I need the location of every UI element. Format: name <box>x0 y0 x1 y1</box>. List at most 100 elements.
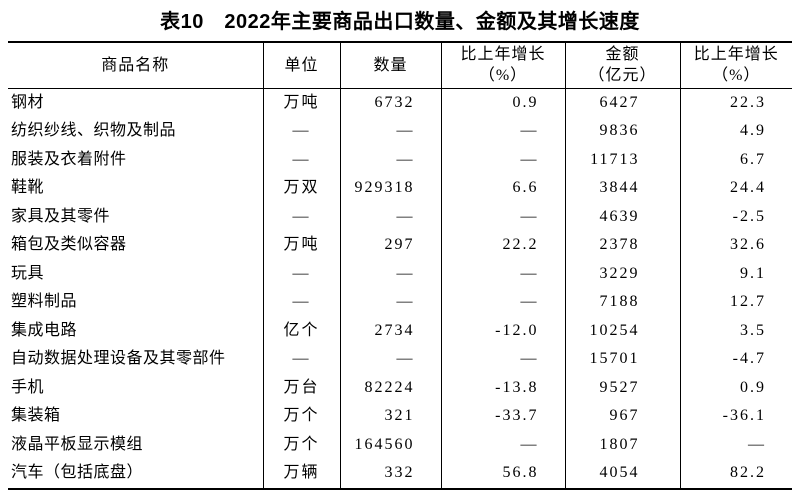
header-label: 商品名称 <box>101 56 170 74</box>
unit-cell: 万辆 <box>262 459 340 489</box>
commodity-name-cell: 自动数据处理设备及其零部件 <box>11 350 226 367</box>
export-commodities-table: 商品名称 单位 数量 比上年增长 （%） 金额 （亿元） 比上年增长 （%） <box>8 41 792 490</box>
amount-growth-pct-cell: -2.5 <box>679 202 792 231</box>
commodity-name-cell: 纺织纱线、织物及制品 <box>11 122 177 139</box>
amount-growth-pct-cell: 9.1 <box>679 259 792 288</box>
unit-cell: 万吨 <box>262 231 340 260</box>
amount-100m-yuan-cell: 10254 <box>564 316 680 345</box>
table-row: 家具及其零件 — — —4639 -2.5 <box>8 202 792 231</box>
table-row: 玩具 — — —3229 9.1 <box>8 259 792 288</box>
amount-growth-pct-cell: 32.6 <box>679 231 792 260</box>
amount-100m-yuan-cell: 11713 <box>564 145 680 174</box>
commodity-name-cell: 液晶平板显示模组 <box>11 435 144 453</box>
unit-cell: — <box>262 202 340 231</box>
amount-growth-pct-cell: 6.7 <box>679 145 792 174</box>
amount-growth-pct-cell: -4.7 <box>679 345 792 374</box>
unit-cell: — <box>262 345 340 374</box>
header-cell-quantity: 数量 <box>339 42 441 89</box>
quantity-cell: — <box>339 259 441 288</box>
quantity-growth-pct-cell: — <box>440 288 565 317</box>
header-cell-amount: 金额 （亿元） <box>564 42 680 89</box>
commodity-name-cell: 手机 <box>11 378 45 396</box>
header-label: 比上年增长 <box>693 46 779 64</box>
amount-growth-pct-cell: -36.1 <box>679 402 792 431</box>
commodity-name-cell: 塑料制品 <box>11 293 78 310</box>
quantity-growth-pct-cell: — <box>440 145 565 174</box>
quantity-growth-pct-cell: — <box>440 430 565 459</box>
amount-100m-yuan-cell: 4639 <box>564 202 680 231</box>
header-sub-label: （亿元） <box>588 67 657 85</box>
amount-growth-pct-cell: 24.4 <box>679 174 792 203</box>
commodity-name-cell: 服装及衣着附件 <box>11 150 127 168</box>
amount-100m-yuan-cell: 15701 <box>564 345 680 374</box>
amount-100m-yuan-cell: 6427 <box>564 88 680 117</box>
commodity-name-cell: 集装箱 <box>11 407 61 424</box>
commodity-name-cell: 汽车（包括底盘） <box>11 464 144 481</box>
unit-cell: — <box>262 259 340 288</box>
quantity-growth-pct-cell: — <box>440 259 565 288</box>
unit-cell: 万个 <box>262 430 340 459</box>
amount-growth-pct-cell: — <box>679 430 792 459</box>
header-label: 金额 <box>605 46 640 64</box>
table-row: 鞋靴 万双 929318 6.6 3844 24.4 <box>8 174 792 203</box>
quantity-growth-pct-cell: -13.8 <box>440 373 565 402</box>
table-row: 钢材 万吨 6732 0.9 6427 22.3 <box>8 88 792 117</box>
table-header: 商品名称 单位 数量 比上年增长 （%） 金额 （亿元） 比上年增长 （%） <box>8 42 792 89</box>
quantity-cell: 82224 <box>339 373 441 402</box>
unit-cell: — <box>262 117 340 146</box>
quantity-cell: — <box>339 345 441 374</box>
commodity-name-cell: 箱包及类似容器 <box>11 236 127 253</box>
quantity-cell: 2734 <box>339 316 441 345</box>
quantity-cell: 297 <box>339 231 441 260</box>
table-row: 箱包及类似容器 万吨 297 22.2 2378 32.6 <box>8 231 792 260</box>
table-row: 集成电路 亿个 2734 -12.0 10254 3.5 <box>8 316 792 345</box>
amount-growth-pct-cell: 12.7 <box>679 288 792 317</box>
amount-100m-yuan-cell: 7188 <box>564 288 680 317</box>
amount-growth-pct-cell: 4.9 <box>679 117 792 146</box>
amount-growth-pct-cell: 22.3 <box>679 88 792 117</box>
quantity-growth-pct-cell: 6.6 <box>440 174 565 203</box>
header-sub-label: （%） <box>478 67 528 85</box>
quantity-growth-pct-cell: -33.7 <box>440 402 565 431</box>
amount-100m-yuan-cell: 4054 <box>564 459 680 489</box>
quantity-growth-pct-cell: 22.2 <box>440 231 565 260</box>
unit-cell: — <box>262 288 340 317</box>
amount-100m-yuan-cell: 2378 <box>564 231 680 260</box>
quantity-cell: — <box>339 288 441 317</box>
amount-100m-yuan-cell: 1807 <box>564 430 680 459</box>
table-row: 塑料制品 — — —7188 12.7 <box>8 288 792 317</box>
unit-cell: 万台 <box>262 373 340 402</box>
table-row: 纺织纱线、织物及制品 — — —9836 4.9 <box>8 117 792 146</box>
header-label: 单位 <box>284 56 319 74</box>
amount-growth-pct-cell: 82.2 <box>679 459 792 489</box>
quantity-growth-pct-cell: 56.8 <box>440 459 565 489</box>
unit-cell: 万吨 <box>262 88 340 117</box>
table-row: 液晶平板显示模组 万个 164560—1807— <box>8 430 792 459</box>
commodity-name-cell: 鞋靴 <box>11 179 45 196</box>
table-header-row: 商品名称 单位 数量 比上年增长 （%） 金额 （亿元） 比上年增长 （%） <box>8 42 792 89</box>
commodity-name-cell: 集成电路 <box>11 321 78 339</box>
quantity-growth-pct-cell: -12.0 <box>440 316 565 345</box>
amount-100m-yuan-cell: 3229 <box>564 259 680 288</box>
quantity-cell: 332 <box>339 459 441 489</box>
quantity-cell: 164560 <box>339 430 441 459</box>
unit-cell: — <box>262 145 340 174</box>
commodity-name-cell: 家具及其零件 <box>11 207 111 225</box>
header-sub-label: （%） <box>712 67 761 85</box>
quantity-cell: — <box>339 145 441 174</box>
unit-cell: 万双 <box>262 174 340 203</box>
quantity-growth-pct-cell: — <box>440 345 565 374</box>
amount-growth-pct-cell: 0.9 <box>679 373 792 402</box>
page-title: 表10 2022年主要商品出口数量、金额及其增长速度 <box>160 11 640 33</box>
header-label: 数量 <box>373 56 408 74</box>
quantity-growth-pct-cell: — <box>440 202 565 231</box>
commodity-name-cell: 玩具 <box>11 264 45 282</box>
quantity-cell: 6732 <box>339 88 441 117</box>
table-row: 汽车（包括底盘） 万辆 332 56.8 4054 82.2 <box>8 459 792 489</box>
quantity-cell: — <box>339 202 441 231</box>
amount-100m-yuan-cell: 967 <box>564 402 680 431</box>
header-cell-amount-growth: 比上年增长 （%） <box>679 42 792 89</box>
table-row: 手机 万台 82224 -13.8 9527 0.9 <box>8 373 792 402</box>
table-row: 服装及衣着附件 — — —11713 6.7 <box>8 145 792 174</box>
